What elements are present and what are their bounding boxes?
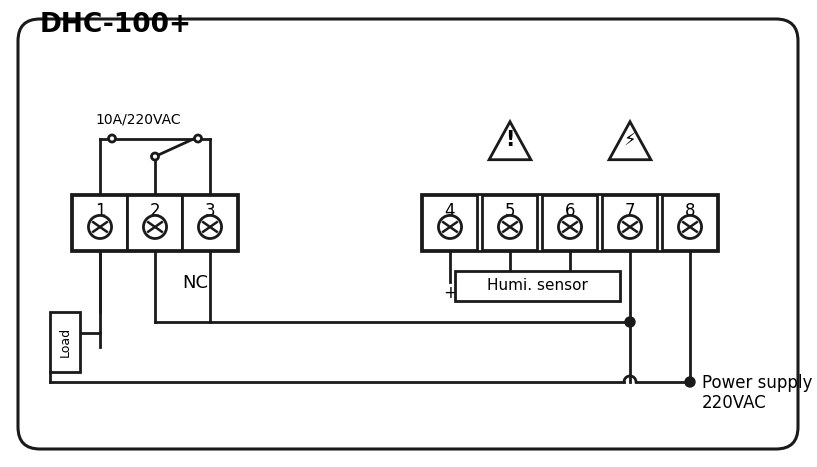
Bar <box>72 193 239 250</box>
Text: 7: 7 <box>625 201 636 219</box>
Text: 5: 5 <box>505 201 516 219</box>
Circle shape <box>88 215 112 239</box>
Text: -: - <box>507 284 513 302</box>
Circle shape <box>199 215 221 239</box>
Bar <box>127 194 182 249</box>
Circle shape <box>439 215 462 239</box>
Bar <box>422 193 718 250</box>
Bar <box>602 194 658 249</box>
Text: Load: Load <box>59 327 72 357</box>
FancyBboxPatch shape <box>18 19 798 449</box>
Bar <box>182 194 238 249</box>
Text: !: ! <box>505 130 515 150</box>
Text: 10A/220VAC: 10A/220VAC <box>95 113 181 127</box>
Circle shape <box>625 317 635 327</box>
Text: Power supply: Power supply <box>702 374 812 392</box>
Text: 8: 8 <box>685 201 695 219</box>
Polygon shape <box>609 122 651 160</box>
Text: 4: 4 <box>444 201 455 219</box>
Bar <box>455 271 620 301</box>
Text: Humi. sensor: Humi. sensor <box>487 278 588 293</box>
Circle shape <box>559 215 582 239</box>
Circle shape <box>151 153 158 160</box>
Circle shape <box>685 377 695 387</box>
Circle shape <box>618 215 641 239</box>
Text: 220VAC: 220VAC <box>702 394 766 412</box>
Text: V: V <box>565 284 576 302</box>
Bar <box>663 194 717 249</box>
Circle shape <box>498 215 521 239</box>
Bar <box>50 312 80 372</box>
Bar <box>422 194 477 249</box>
Text: 2: 2 <box>150 201 160 219</box>
Text: 1: 1 <box>95 201 105 219</box>
Circle shape <box>109 135 115 142</box>
Text: 6: 6 <box>565 201 575 219</box>
Polygon shape <box>489 122 531 160</box>
Circle shape <box>144 215 167 239</box>
Circle shape <box>194 135 202 142</box>
Text: DHC-100+: DHC-100+ <box>40 12 192 38</box>
Bar <box>542 194 597 249</box>
Circle shape <box>678 215 702 239</box>
Bar <box>73 194 127 249</box>
Text: NC: NC <box>182 275 208 292</box>
Text: +: + <box>443 284 457 302</box>
Text: ⚡: ⚡ <box>623 132 636 149</box>
Text: 3: 3 <box>205 201 216 219</box>
Bar <box>483 194 538 249</box>
